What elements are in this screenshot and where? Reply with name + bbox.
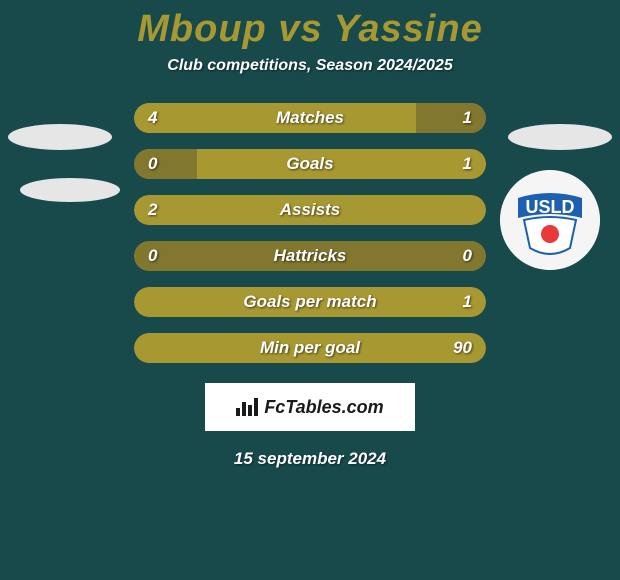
footer-date: 15 september 2024 [0,449,620,469]
chart-icon [236,398,258,416]
stat-row-assists: Assists2 [134,195,486,225]
brand-badge: FcTables.com [205,383,415,431]
stat-value-left: 0 [148,241,157,271]
stat-value-left: 2 [148,195,157,225]
stat-row-hattricks: Hattricks0 0 [134,241,486,271]
page-subtitle: Club competitions, Season 2024/2025 [0,57,620,75]
stats-container: Matches41Goals01Assists2Hattricks00Goals… [0,103,620,363]
stat-value-right: 1 [463,287,472,317]
stat-label: Goals per match [134,287,486,317]
stat-value-right: 1 [463,149,472,179]
stat-row-goals: Goals0 1 [134,149,486,179]
stat-value-right: 90 [453,333,472,363]
stat-row-gpm: Goals per match1 [134,287,486,317]
stat-value-right: 0 [463,241,472,271]
stat-label: Min per goal [134,333,486,363]
brand-text: FcTables.com [264,397,383,418]
page-title: Mboup vs Yassine [0,8,620,51]
stat-value-left: 4 [148,103,157,133]
stat-row-matches: Matches4 1 [134,103,486,133]
stat-label: Hattricks [134,241,486,271]
stat-label: Matches [134,103,486,133]
stat-label: Goals [134,149,486,179]
stat-label: Assists [134,195,486,225]
stat-value-right: 1 [463,103,472,133]
content-root: Mboup vs Yassine Club competitions, Seas… [0,0,620,469]
stat-value-left: 0 [148,149,157,179]
stat-row-mpg: Min per goal90 [134,333,486,363]
